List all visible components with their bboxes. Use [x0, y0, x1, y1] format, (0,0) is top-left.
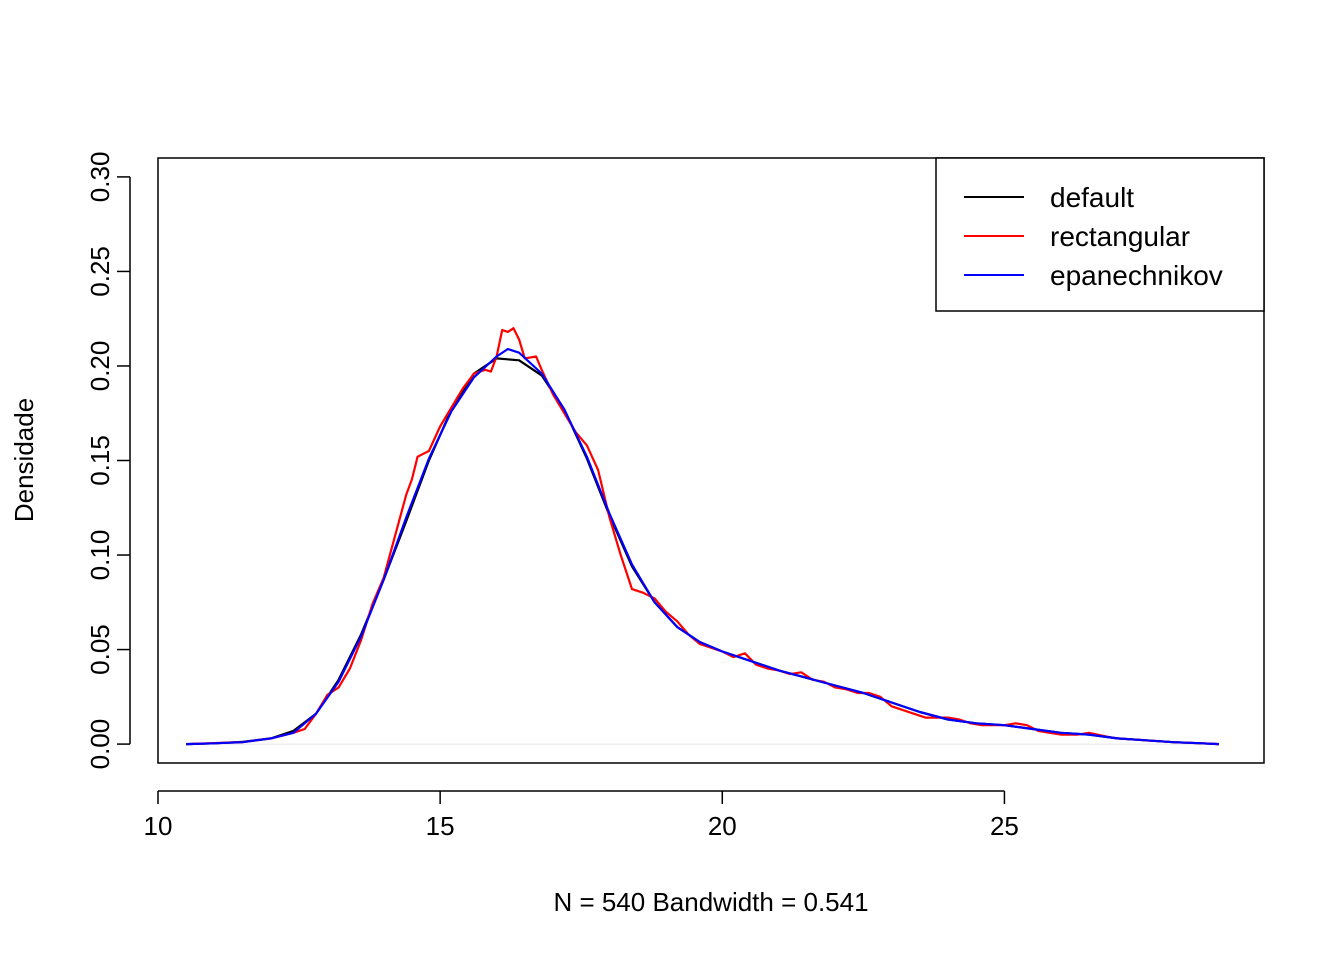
- x-axis-title: N = 540 Bandwidth = 0.541: [553, 887, 868, 917]
- series-line-default: [186, 357, 1219, 746]
- y-tick-label: 0.05: [85, 624, 115, 675]
- y-tick-label: 0.30: [85, 152, 115, 203]
- y-tick-label: 0.25: [85, 246, 115, 297]
- plot-frame: [157, 157, 1265, 764]
- x-tick-label: 10: [144, 811, 173, 841]
- y-tick-label: 0.15: [85, 435, 115, 486]
- y-tick-label: 0.00: [85, 719, 115, 770]
- y-tick-label: 0.20: [85, 341, 115, 392]
- series-line-rectangular: [186, 327, 1219, 746]
- y-axis: 0.00 0.05 0.10 0.15 0.20 0.25 0.30: [85, 152, 131, 770]
- legend-label-epanechnikov: epanechnikov: [1050, 260, 1223, 291]
- x-tick-label: 25: [990, 811, 1019, 841]
- legend-label-rectangular: rectangular: [1050, 221, 1190, 252]
- y-axis-title: Densidade: [9, 398, 39, 522]
- x-tick-label: 15: [426, 811, 455, 841]
- x-axis: 10 15 20 25: [144, 790, 1019, 841]
- x-tick-label: 20: [708, 811, 737, 841]
- series-layer: [186, 327, 1219, 746]
- legend: default rectangular epanechnikov: [935, 157, 1265, 312]
- legend-label-default: default: [1050, 182, 1134, 213]
- y-tick-label: 0.10: [85, 530, 115, 581]
- series-line-epanechnikov: [186, 347, 1219, 746]
- legend-box: [935, 157, 1265, 312]
